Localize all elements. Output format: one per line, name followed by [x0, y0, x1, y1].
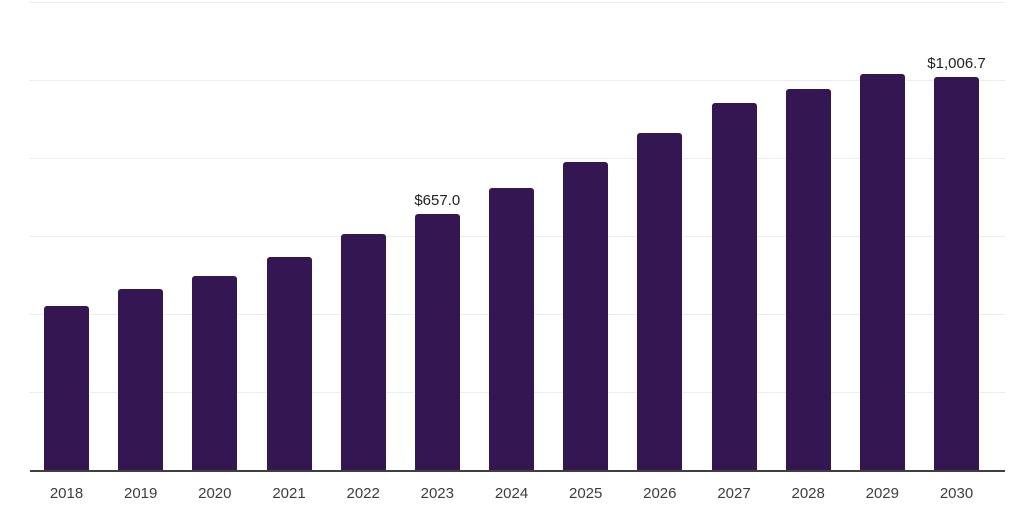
x-tick-label-2023: 2023: [420, 485, 454, 502]
bar-2028: [785, 89, 831, 470]
bar-2018: [44, 306, 89, 470]
bar-2027: [711, 103, 757, 470]
data-label-2030: $1,006.7: [927, 55, 986, 73]
bar-2020: [192, 276, 238, 470]
gridline-800: [30, 158, 1005, 159]
x-tick-label-2020: 2020: [198, 485, 232, 502]
data-label-2023: $657.0: [414, 191, 461, 209]
x-tick-label-2021: 2021: [272, 485, 306, 502]
x-tick-label-2025: 2025: [569, 485, 603, 502]
bar-2023: [414, 213, 460, 470]
x-tick-label-2030: 2030: [939, 485, 974, 502]
x-tick-label-2026: 2026: [643, 485, 677, 502]
x-axis-line: [30, 470, 1005, 472]
x-tick-label-2028: 2028: [791, 485, 825, 502]
x-tick-label-2018: 2018: [49, 485, 84, 502]
bar-2026: [637, 133, 683, 470]
x-tick-label-2024: 2024: [494, 485, 529, 502]
gridline-1000: [30, 80, 1005, 81]
bar-2024: [489, 188, 534, 470]
bar-2022: [340, 234, 386, 470]
x-tick-label-2029: 2029: [865, 485, 899, 502]
bar-2019: [118, 289, 164, 470]
bar-2025: [563, 161, 609, 470]
x-tick-label-2022: 2022: [346, 485, 380, 502]
bar-2021: [266, 256, 312, 470]
bar-2030: [934, 77, 979, 470]
x-tick-label-2019: 2019: [124, 485, 158, 502]
bar-2029: [859, 74, 905, 470]
gridline-1200: [30, 2, 1005, 3]
x-tick-label-2027: 2027: [717, 485, 751, 502]
